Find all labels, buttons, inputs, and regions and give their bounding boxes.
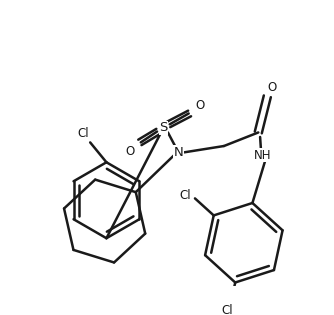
Text: NH: NH xyxy=(254,149,272,162)
Text: Cl: Cl xyxy=(180,189,191,203)
Text: N: N xyxy=(174,146,184,159)
Text: O: O xyxy=(195,99,204,112)
Text: O: O xyxy=(125,145,135,158)
Text: O: O xyxy=(267,81,277,94)
Text: Cl: Cl xyxy=(221,304,233,315)
Text: Cl: Cl xyxy=(77,127,89,140)
Text: S: S xyxy=(159,122,168,135)
